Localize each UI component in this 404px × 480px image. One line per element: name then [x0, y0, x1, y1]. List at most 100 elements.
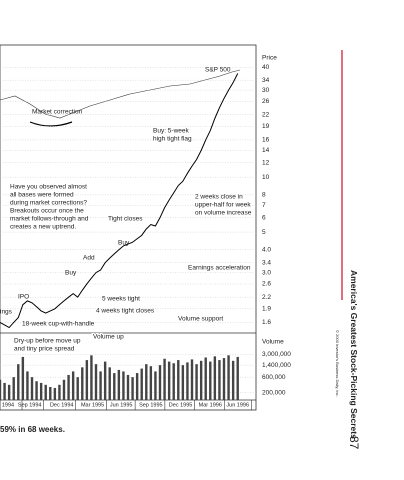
annotation: and tiny price spread: [14, 346, 75, 353]
volume-bar: [35, 381, 38, 400]
y-tick-label: 6: [262, 214, 266, 221]
annotation: all bases were formed: [10, 192, 74, 199]
annotation: Dry-up before move up: [14, 338, 81, 345]
annotation: high tight flag: [153, 136, 192, 143]
volume-bar: [90, 355, 93, 400]
volume-bar: [231, 360, 235, 400]
x-tick-label: 1994: [2, 402, 14, 408]
volume-bar: [177, 360, 180, 400]
volume-bar: [58, 384, 61, 400]
price-line: [0, 73, 239, 329]
volume-label: Volume: [262, 339, 284, 346]
volume-bar: [135, 373, 139, 400]
annotation: upper-half for week: [195, 202, 251, 209]
volume-bar: [204, 357, 207, 400]
annotation: Add: [83, 255, 95, 262]
annotation: Buy: [65, 270, 77, 277]
volume-bar: [62, 379, 66, 400]
volume-bar: [199, 360, 203, 400]
annotation: on volume increase: [195, 210, 252, 217]
x-tick-label: Mar 1995: [81, 402, 104, 408]
y2-tick-label: 600,000: [262, 374, 286, 381]
annotation: Buy: [118, 240, 130, 247]
x-tick-label: Dec 1995: [169, 402, 193, 408]
volume-bar: [12, 377, 15, 400]
annotation: Have you observed almost: [10, 184, 87, 191]
y-tick-label: 2.6: [262, 281, 271, 288]
annotation: during market corrections?: [10, 200, 87, 207]
volume-bar: [21, 356, 25, 400]
volume-bar: [195, 364, 198, 400]
annotation: 2 weeks close in: [195, 194, 243, 201]
y-tick-label: 8: [262, 192, 266, 199]
chart-frame: [0, 44, 257, 411]
volume-bar: [3, 382, 6, 400]
y-tick-label: 34: [262, 77, 270, 84]
volume-bar: [0, 379, 2, 400]
volume-bar: [122, 371, 125, 400]
x-tick-label: Sep 1994: [18, 402, 42, 408]
volume-bar: [81, 367, 84, 400]
x-tick-label: Sep 1995: [139, 402, 163, 408]
volume-bar: [113, 373, 116, 400]
volume-bar: [99, 371, 102, 400]
volume-bar: [108, 367, 111, 400]
x-tick-label: Mar 1996: [199, 402, 222, 408]
annotation: 4 weeks tight closes: [96, 308, 155, 315]
annotation: Volume support: [178, 316, 223, 323]
volume-bar: [167, 361, 171, 400]
y2-tick-label: 1,400,000: [262, 362, 291, 369]
volume-bar: [222, 358, 226, 400]
y-tick-label: 1.9: [262, 306, 271, 313]
volume-bar: [145, 364, 148, 400]
volume-bar: [85, 360, 89, 400]
price-label: Price: [262, 55, 277, 62]
volume-bar: [39, 382, 43, 400]
volume-bar: [186, 362, 189, 400]
y-tick-label: 3.0: [262, 269, 271, 276]
volume-bar: [181, 365, 185, 400]
side-title: America's Greatest Stock-Picking Secrets: [349, 270, 359, 439]
volume-bar: [53, 387, 57, 400]
y-tick-label: 4.0: [262, 247, 271, 254]
annotation: Earnings acceleration: [188, 265, 251, 272]
annotation: creates a new uptrend.: [10, 224, 76, 231]
volume-bar: [44, 384, 47, 400]
annotation: ings: [0, 309, 13, 316]
sp500-line: [0, 69, 241, 119]
annotation: Buy: 5-week: [153, 128, 190, 135]
volume-bar: [227, 355, 230, 400]
x-tick-label: Dec 1994: [50, 402, 74, 408]
y-tick-label: 19: [262, 123, 270, 130]
y-tick-label: 10: [262, 174, 270, 181]
annotation: Volume up: [93, 334, 124, 341]
volume-bar: [158, 365, 162, 400]
volume-bar: [149, 366, 153, 400]
annotation: S&P 500: [205, 67, 231, 74]
y-tick-label: 40: [262, 64, 270, 71]
volume-bar: [154, 371, 157, 400]
caption: 59% in 68 weeks.: [0, 425, 65, 434]
y2-tick-label: 200,000: [262, 389, 286, 396]
page-number: 87: [347, 436, 361, 450]
annotation: IPO: [18, 294, 29, 301]
volume-bar: [17, 364, 20, 400]
volume-bar: [26, 371, 29, 400]
x-tick-label: Jun 1996: [226, 402, 249, 408]
volume-bar: [30, 377, 34, 400]
volume-bar: [103, 361, 107, 400]
y-tick-label: 12: [262, 159, 270, 166]
y-tick-label: 16: [262, 137, 270, 144]
y-tick-label: 26: [262, 98, 270, 105]
volume-bar: [7, 384, 11, 400]
y-tick-label: 14: [262, 147, 270, 154]
annotation: Market correction: [32, 109, 83, 116]
volume-bar: [209, 361, 212, 400]
volume-bar: [49, 387, 52, 400]
volume-bar: [172, 363, 175, 400]
copyright: © 2000 Investor's Business Daily, Inc.: [335, 330, 340, 397]
y-tick-label: 22: [262, 111, 270, 118]
y-tick-label: 30: [262, 87, 270, 94]
volume-bar: [190, 359, 194, 400]
